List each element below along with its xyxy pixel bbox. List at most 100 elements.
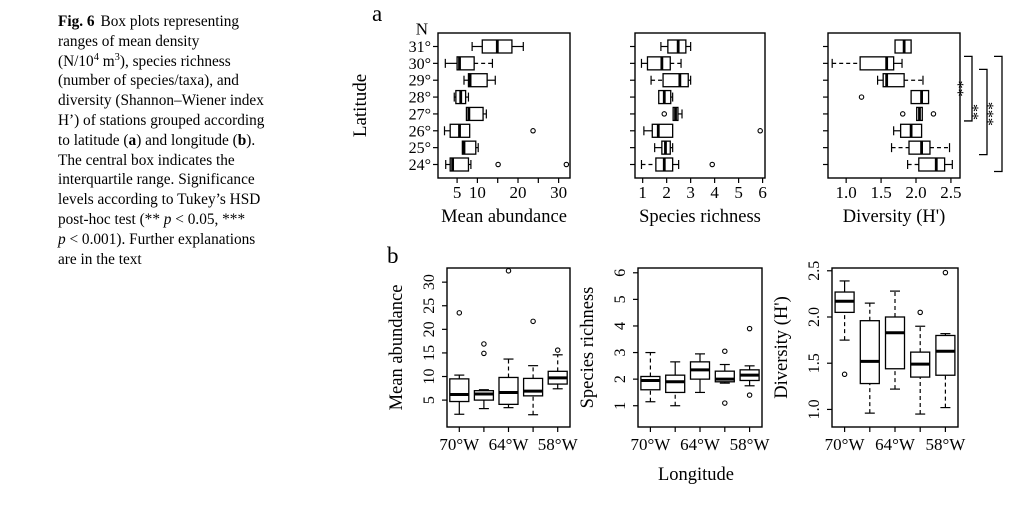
outlier-point [481, 341, 487, 347]
x-tick-label: 5 [453, 183, 462, 202]
y-tick-label: 10 [421, 369, 438, 385]
significance-label: ** [970, 104, 987, 120]
y-tick-label: 2.5 [806, 261, 823, 281]
panel-lat-mean-abundance: 31°30°29°28°27°26°25°24° N Latitude 5 10 20 30… [350, 20, 571, 227]
x-axis-title: Diversity (H') [843, 207, 946, 227]
significance-label: ** [955, 81, 972, 97]
outlier-point [757, 128, 763, 134]
box-iqr [522, 377, 544, 397]
caption-segment: to latitude ( [58, 131, 129, 149]
x-tick-label: 2 [662, 183, 671, 202]
outlier-point [505, 268, 512, 274]
outlier-point [722, 348, 728, 354]
caption-segment: diversity (Shannon–Wiener index [58, 92, 264, 110]
caption-segment: are in the text [58, 250, 142, 268]
plot-border [634, 32, 766, 179]
box-iqr [651, 123, 674, 138]
y-tick-label: 6 [612, 269, 629, 277]
plot-border [637, 267, 763, 428]
caption-segment: < 0.001). Further explanations [65, 230, 256, 248]
outlier-point [858, 94, 865, 100]
caption-segment: ). [246, 131, 256, 149]
caption-segment: ), species richness [119, 52, 231, 70]
box-iqr [465, 106, 484, 122]
caption-segment: 4 [93, 51, 99, 63]
x-tick-label: 6 [758, 183, 767, 202]
y-axis-title: Species richness [578, 287, 598, 409]
x-tick-label: 2.0 [905, 183, 926, 202]
box-iqr [918, 157, 946, 172]
box-iqr [646, 56, 671, 71]
category-label: 30° [409, 56, 431, 73]
outlier-point [456, 310, 463, 316]
caption-segment: levels according to Tukey’s HSD [58, 191, 261, 209]
box-iqr [714, 370, 735, 383]
significance-bracket [979, 68, 988, 156]
y-tick-label: 1 [612, 402, 629, 410]
caption-segment: post-hoc test (** [58, 210, 164, 228]
box-iqr [665, 374, 686, 394]
box-iqr [640, 375, 661, 391]
panel-a-label: a [372, 1, 383, 26]
x-tick-label: 4 [710, 183, 719, 202]
caption-segment: p [58, 230, 66, 248]
box-iqr [859, 320, 880, 385]
caption-segment: b [237, 131, 247, 149]
y-tick-label: 30 [421, 274, 438, 290]
panel-lon-diversity: 1.0 1.5 2.0 2.5 Diversity (H') 70°W 64°W 58°W [772, 261, 966, 454]
panel-b-label: b [387, 243, 399, 268]
outlier-point [563, 161, 570, 168]
y-tick-label: 2 [612, 375, 629, 383]
outlier-point [942, 269, 949, 276]
y-tick-label: 3 [612, 349, 629, 357]
x-tick-label: 70°W [439, 435, 480, 454]
box-iqr [910, 89, 930, 105]
x-tick-label: 30 [550, 183, 567, 202]
caption-segment: The central box indicates the [58, 151, 235, 169]
x-tick-label: 1.0 [836, 183, 857, 202]
category-label: 31° [409, 39, 431, 56]
outlier-point [661, 111, 668, 117]
x-tick-label: 58°W [925, 435, 966, 454]
box-iqr [467, 73, 488, 88]
panel-lon-species-richness: 1 2 3 4 5 6 Species richness 70°W 64°W 58°W Longit… [578, 267, 770, 485]
x-tick-label: 64°W [489, 435, 530, 454]
x-tick-label: 70°W [825, 435, 866, 454]
y-axis-title: Mean abundance [387, 285, 407, 411]
box-iqr [662, 73, 689, 88]
x-axis-title: Mean abundance [441, 207, 567, 227]
x-axis-title: Species richness [639, 207, 761, 227]
category-label: 26° [409, 123, 431, 140]
caption-segment: p [163, 210, 172, 228]
x-tick-label: 5 [734, 183, 743, 202]
x-tick-label: 1.5 [870, 183, 891, 202]
outlier-point [930, 111, 937, 117]
outlier-point [495, 161, 501, 168]
caption-segment: (number of species/taxa), and [58, 72, 239, 90]
category-label: 27° [409, 106, 431, 123]
outlier-point [530, 128, 536, 134]
caption-segment: Fig. 6 [58, 13, 95, 30]
y-tick-label: 20 [421, 321, 438, 337]
x-tick-label: 70°W [630, 435, 671, 454]
caption-segment: ranges of mean density [58, 32, 200, 50]
outlier-point [746, 392, 753, 398]
caption-segment: H’) of stations grouped according [58, 111, 265, 129]
significance-bracket [994, 55, 1003, 173]
y-axis-title: Diversity (H') [772, 296, 792, 399]
box-iqr [498, 376, 519, 406]
plot-border [437, 32, 571, 179]
caption-segment: 3 [114, 51, 120, 63]
category-label: 29° [409, 73, 431, 90]
outlier-point [899, 111, 906, 117]
box-iqr [456, 56, 475, 71]
significance-bracket [964, 55, 973, 122]
box-iqr [449, 157, 470, 172]
box-iqr [461, 140, 477, 155]
category-label: 28° [409, 90, 431, 107]
x-tick-label: 20 [510, 183, 527, 202]
outlier-point [481, 350, 487, 357]
y-tick-label: 1.0 [806, 399, 823, 419]
